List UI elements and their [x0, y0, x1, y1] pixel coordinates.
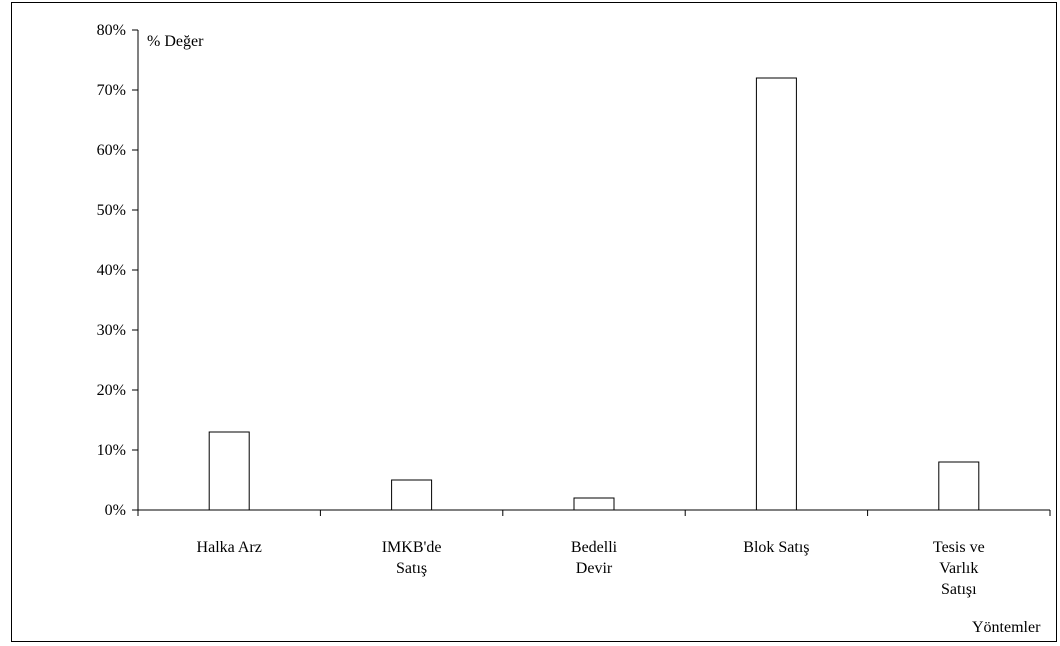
x-axis-title: Yöntemler [972, 619, 1041, 636]
category-label-line: Varlık [939, 560, 978, 577]
y-tick-label: 50% [97, 202, 126, 219]
category-label: Tesis ve Varlık Satışı [933, 539, 985, 598]
category-labels: Halka Arz IMKB'de Satış Bedelli Devir Blok Sa… [197, 539, 985, 598]
x-axis [137, 509, 1051, 516]
y-tick-label: 10% [97, 442, 126, 459]
category-label: Bedelli Devir [571, 539, 618, 577]
category-label-line: Satışı [941, 581, 977, 598]
category-label: IMKB'de Satış [382, 539, 442, 577]
category-label-line: Satış [396, 560, 427, 577]
y-axis-title: % Değer [147, 33, 204, 50]
category-label: Blok Satış [743, 539, 809, 556]
category-label-line: Halka Arz [197, 539, 262, 556]
bar [573, 497, 615, 511]
bar [391, 479, 433, 511]
category-label-line: Tesis ve [933, 539, 985, 556]
y-tick-label: 30% [97, 322, 126, 339]
y-tick-label: 80% [97, 22, 126, 39]
y-tick-label: 40% [97, 262, 126, 279]
category-label-line: Bedelli [571, 539, 618, 556]
bar [938, 461, 980, 511]
category-label-line: Devir [576, 560, 613, 577]
y-axis: 0% 10% 20% 30% 40% 50% 60% 70% 80% [97, 22, 139, 519]
chart-frame [11, 2, 1057, 642]
y-tick-label: 70% [97, 82, 126, 99]
y-tick-label: 0% [105, 502, 126, 519]
y-tick-label: 20% [97, 382, 126, 399]
category-label-line: IMKB'de [382, 539, 442, 556]
bar [208, 431, 250, 511]
category-label: Halka Arz [197, 539, 262, 556]
bar [755, 77, 797, 511]
y-tick-label: 60% [97, 142, 126, 159]
bars [208, 77, 980, 511]
category-label-line: Blok Satış [743, 539, 809, 556]
